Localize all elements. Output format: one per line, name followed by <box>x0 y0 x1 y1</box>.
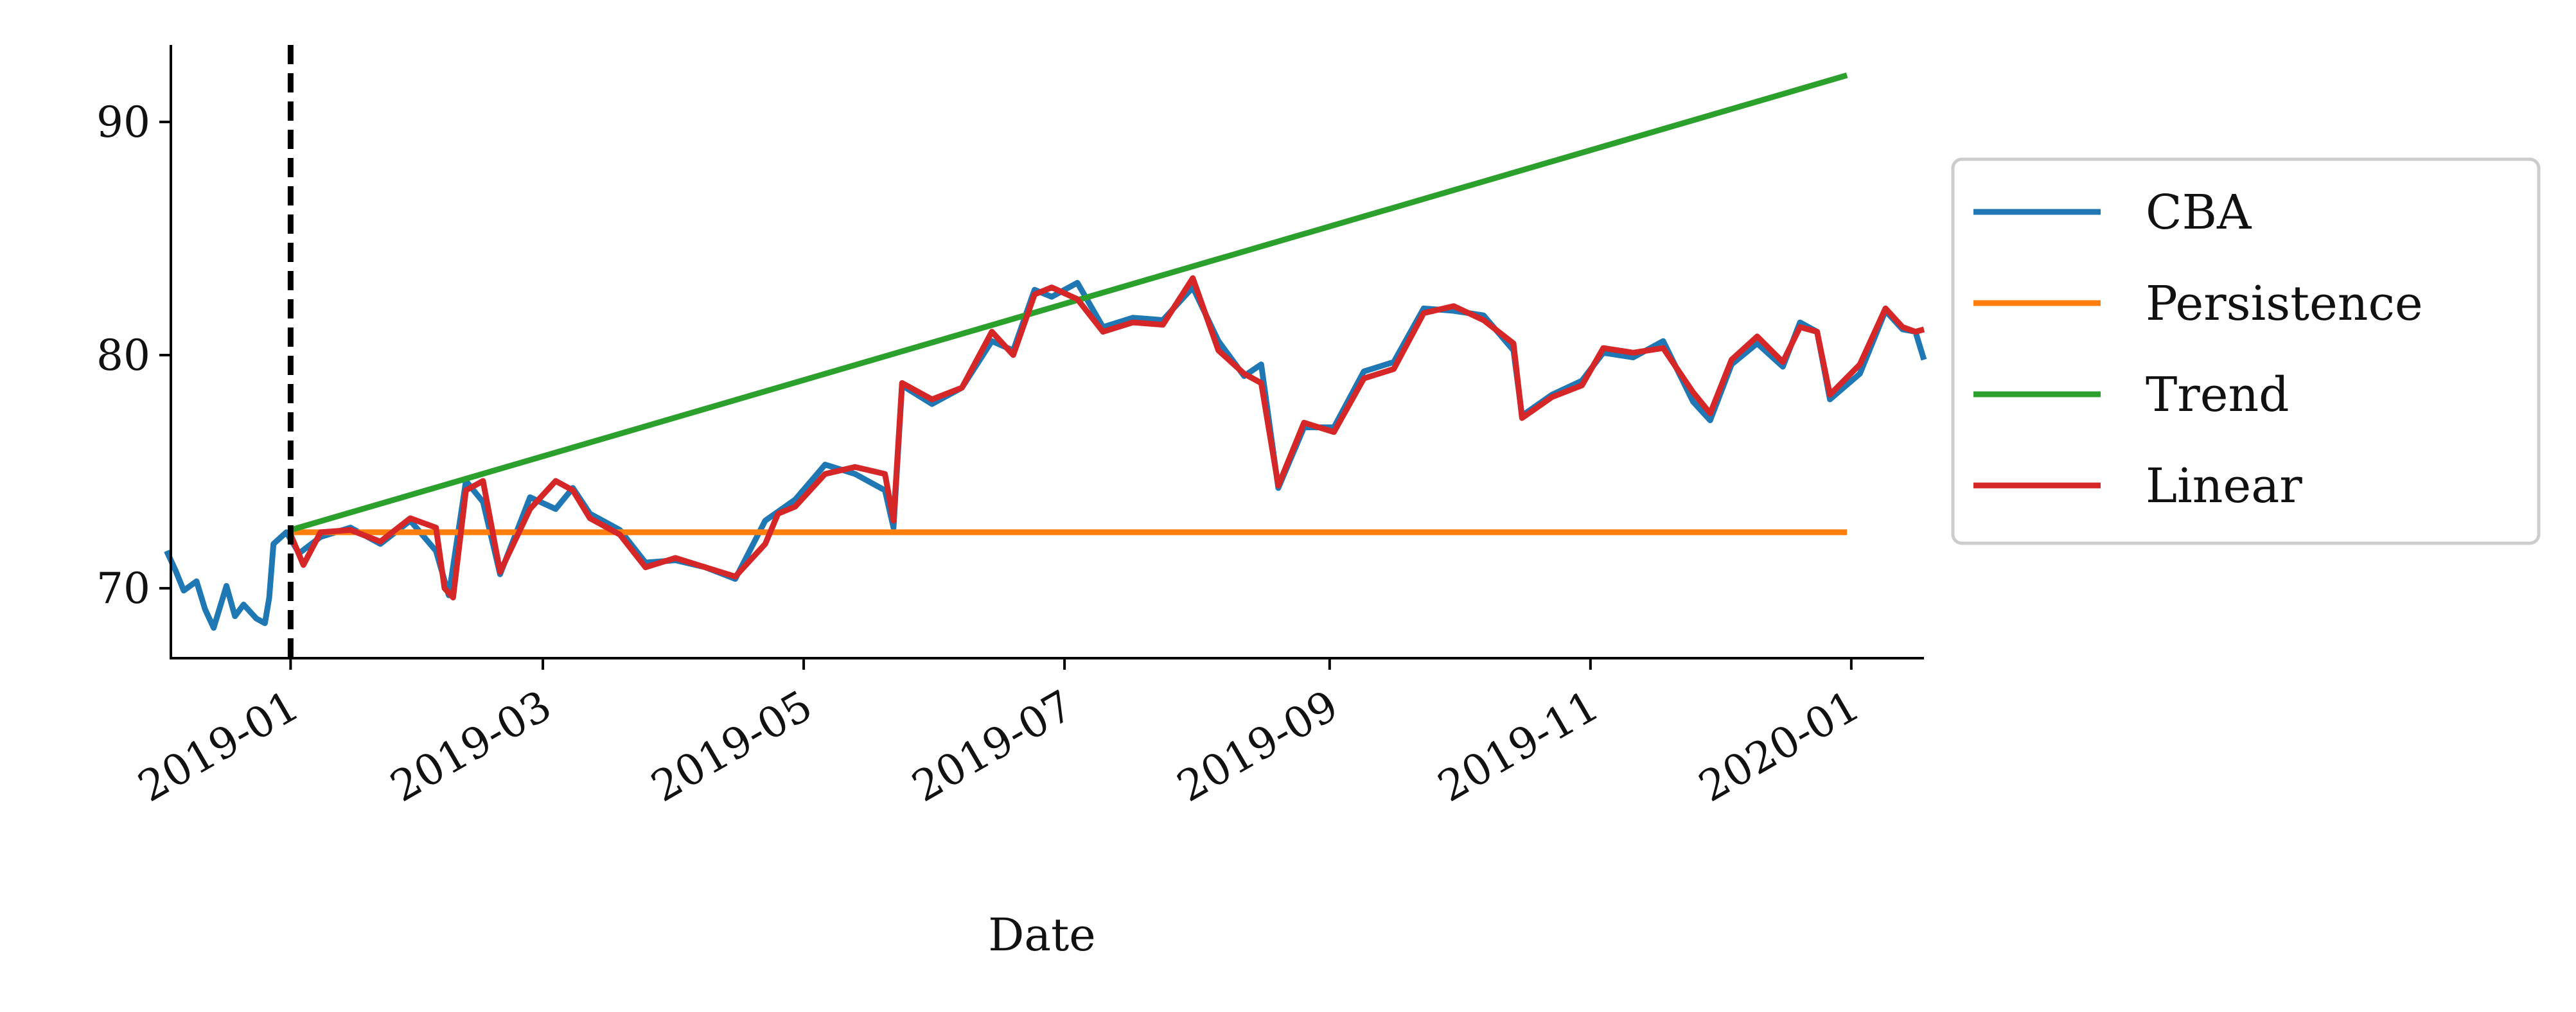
y-tick-label: 90 <box>96 98 150 147</box>
y-tick-label: 70 <box>96 564 150 613</box>
legend-label-linear: Linear <box>2146 458 2302 514</box>
series-line-linear <box>288 275 1925 601</box>
legend-label-cba: CBA <box>2146 185 2252 240</box>
legend-label-trend: Trend <box>2146 367 2289 423</box>
x-axis-title: Date <box>988 909 1095 961</box>
y-tick-label: 80 <box>96 331 150 380</box>
series-line-trend <box>290 72 1848 533</box>
legend: CBA Persistence Trend Linear <box>1951 157 2541 545</box>
legend-frame <box>1951 157 2541 545</box>
legend-label-persistence: Persistence <box>2146 276 2423 331</box>
